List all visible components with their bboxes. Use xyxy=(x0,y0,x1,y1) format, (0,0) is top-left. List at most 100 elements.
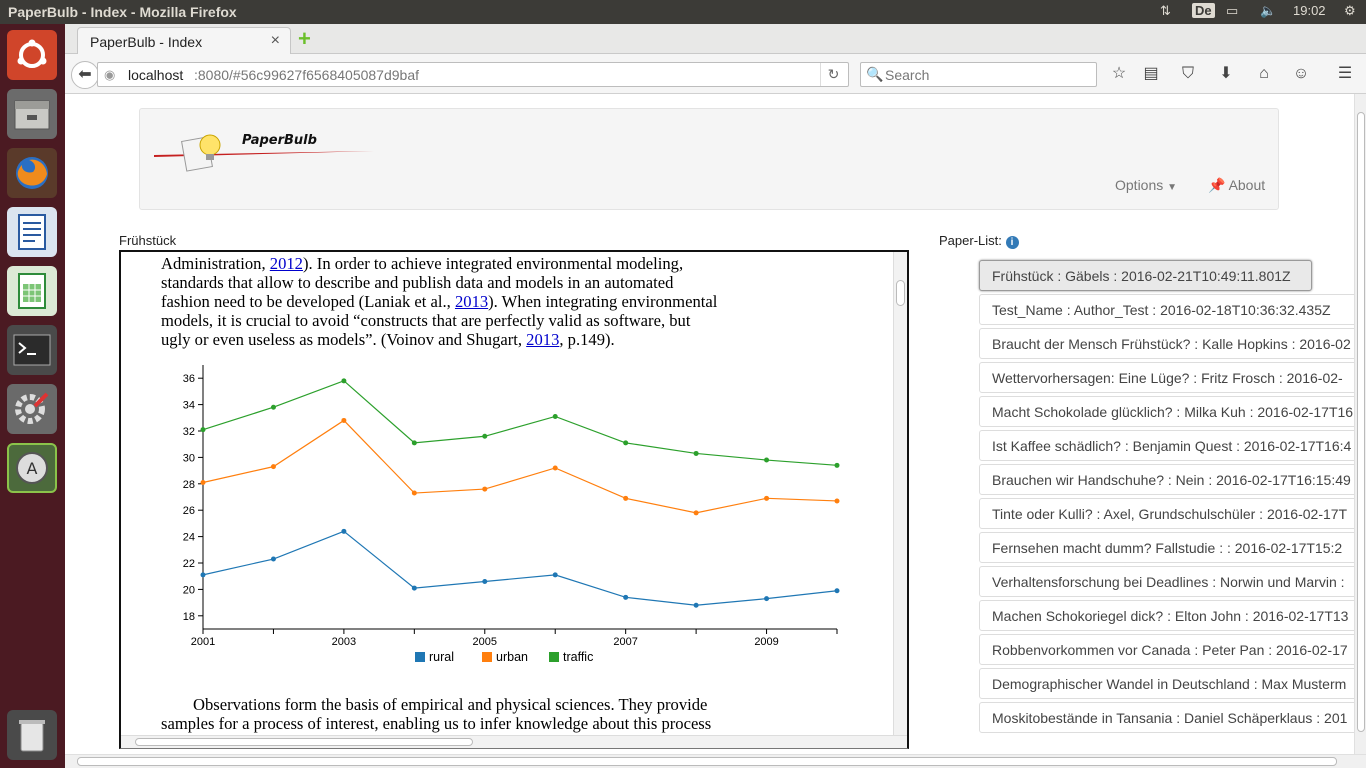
doc-hscroll-thumb[interactable] xyxy=(135,738,473,746)
ubuntu-dash-icon[interactable] xyxy=(7,30,57,80)
page-vertical-scrollbar[interactable] xyxy=(1354,94,1366,754)
paper-title-label: Frühstück xyxy=(119,233,177,248)
data-point-rural xyxy=(341,528,347,534)
tab-title: PaperBulb - Index xyxy=(90,34,203,50)
tab-close-icon[interactable]: × xyxy=(270,32,280,49)
page-horizontal-scrollbar[interactable] xyxy=(65,754,1366,768)
x-tick-label: 2003 xyxy=(332,636,356,648)
page-vscroll-thumb[interactable] xyxy=(1357,112,1365,732)
paper-list-item[interactable]: Verhaltensforschung bei Deadlines : Norw… xyxy=(979,566,1354,597)
tab-bar: PaperBulb - Index × + xyxy=(65,24,1366,55)
writer-icon[interactable] xyxy=(7,207,57,257)
data-point-rural xyxy=(482,578,488,584)
data-point-urban xyxy=(834,498,840,504)
about-link[interactable]: 📌 About xyxy=(1208,177,1265,194)
paperbulb-logo[interactable]: PaperBulb xyxy=(154,125,384,175)
search-placeholder: Search xyxy=(885,67,930,83)
clock[interactable]: 19:02 xyxy=(1293,3,1326,18)
paper-list-item[interactable]: Braucht der Mensch Frühstück? : Kalle Ho… xyxy=(979,328,1354,359)
page-hscroll-thumb[interactable] xyxy=(77,757,1337,766)
paper-list-item[interactable]: Tinte oder Kulli? : Axel, Grundschulschü… xyxy=(979,498,1354,529)
citation-link[interactable]: 2013 xyxy=(454,292,489,311)
reload-icon[interactable]: ↻ xyxy=(820,63,846,86)
legend-label-rural: rural xyxy=(429,650,454,664)
url-path: :8080/#56c99627f6568405087d9baf xyxy=(194,67,419,83)
doc-vscroll-thumb[interactable] xyxy=(896,280,905,306)
hello-chat-icon[interactable]: ☺ xyxy=(1292,65,1310,82)
network-icon[interactable]: ⇅ xyxy=(1160,3,1171,18)
home-icon[interactable]: ⌂ xyxy=(1259,65,1269,82)
data-point-urban xyxy=(764,495,770,501)
paper-list-item[interactable]: Test_Name : Author_Test : 2016-02-18T10:… xyxy=(979,294,1354,325)
data-point-urban xyxy=(270,464,276,470)
calc-icon[interactable] xyxy=(7,266,57,316)
paper-list-item[interactable]: Robbenvorkommen vor Canada : Peter Pan :… xyxy=(979,634,1354,665)
doc-vertical-scrollbar[interactable] xyxy=(893,252,907,737)
data-point-traffic xyxy=(552,413,558,419)
files-icon[interactable] xyxy=(7,89,57,139)
y-tick-label: 34 xyxy=(183,400,195,412)
app-header: PaperBulb Options ▼ 📌 About xyxy=(139,108,1279,210)
pocket-icon[interactable]: ⛉ xyxy=(1181,65,1194,82)
software-updater-icon[interactable]: A xyxy=(7,443,57,493)
y-tick-label: 18 xyxy=(183,611,195,623)
text-run: ). When integrating environmental xyxy=(488,292,718,311)
series-line-rural xyxy=(202,530,838,606)
y-tick-label: 30 xyxy=(183,452,195,464)
battery-icon[interactable]: ▭ xyxy=(1226,3,1239,18)
doc-horizontal-scrollbar[interactable] xyxy=(121,735,907,748)
firefox-icon[interactable] xyxy=(7,148,57,198)
downloads-icon[interactable]: ⬇ xyxy=(1219,65,1233,82)
search-bar[interactable]: 🔍 Search xyxy=(860,62,1097,87)
options-dropdown[interactable]: Options ▼ xyxy=(1115,177,1177,193)
menu-icon[interactable]: ☰ xyxy=(1337,65,1353,82)
line-chart: 18 20 22 24 26 28 30 32 34 36 2001 2003 2005 2007 2009… xyxy=(183,365,840,664)
bookmark-star-icon[interactable]: ☆ xyxy=(1111,65,1127,82)
logo-text: PaperBulb xyxy=(242,133,317,148)
text-run: ugly or even useless as models”. (Voinov… xyxy=(161,330,527,349)
paper-list-item[interactable]: Machen Schokoriegel dick? : Elton John :… xyxy=(979,600,1354,631)
url-bar[interactable]: ◉ localhost :8080/#56c99627f6568405087d9… xyxy=(97,62,849,87)
series-line-urban xyxy=(202,419,838,514)
data-point-traffic xyxy=(834,462,840,468)
text-run: standards that allow to describe and pub… xyxy=(161,273,674,292)
launcher: A xyxy=(0,24,65,768)
legend-label-urban: urban xyxy=(496,650,528,664)
paper-list-item[interactable]: Frühstück : Gäbels : 2016-02-21T10:49:11… xyxy=(979,260,1312,291)
info-icon[interactable]: i xyxy=(1005,236,1019,249)
y-tick-label: 28 xyxy=(183,479,195,491)
tab-paperbulb-index[interactable]: PaperBulb - Index × xyxy=(77,27,291,55)
text-run: , p.149). xyxy=(559,330,615,349)
paper-list-item[interactable]: Brauchen wir Handschuhe? : Nein : 2016-0… xyxy=(979,464,1354,495)
paper-list-item[interactable]: Wettervorhersagen: Eine Lüge? : Fritz Fr… xyxy=(979,362,1354,393)
text-run: models, it is crucial to avoid “construc… xyxy=(161,311,691,330)
system-menu-icon[interactable]: ⚙ xyxy=(1344,3,1356,18)
legend-swatch-rural xyxy=(415,652,425,662)
terminal-icon[interactable] xyxy=(7,325,57,375)
para1-line: fashion need to be developed (Laniak et … xyxy=(161,292,841,311)
trash-icon[interactable] xyxy=(7,710,57,760)
site-info-icon[interactable]: ◉ xyxy=(104,67,116,82)
reading-list-icon[interactable]: ▤ xyxy=(1143,65,1159,82)
paper-viewer[interactable]: Administration, 2012). In order to achie… xyxy=(119,250,909,749)
citation-link[interactable]: 2013 xyxy=(526,330,560,349)
new-tab-icon[interactable]: + xyxy=(298,26,311,51)
paper-list-item[interactable]: Demographischer Wandel in Deutschland : … xyxy=(979,668,1354,699)
paper-list-item[interactable]: Macht Schokolade glücklich? : Milka Kuh … xyxy=(979,396,1354,427)
volume-icon[interactable]: 🔈 xyxy=(1260,3,1277,18)
citation-link[interactable]: 2012 xyxy=(269,254,303,273)
keyboard-layout-indicator[interactable]: De xyxy=(1192,3,1215,18)
para1-line: ugly or even useless as models”. (Voinov… xyxy=(161,330,841,349)
paper-list-item[interactable]: Fernsehen macht dumm? Fallstudie : : 201… xyxy=(979,532,1354,563)
paper-list-item[interactable]: Ist Kaffee schädlich? : Benjamin Quest :… xyxy=(979,430,1354,461)
paper-list-label: Paper-List: i xyxy=(939,233,1019,249)
paper-list-item[interactable]: Moskitobestände in Tansania : Daniel Sch… xyxy=(979,702,1354,733)
x-tick-label: 2007 xyxy=(613,636,637,648)
data-point-traffic xyxy=(482,433,488,439)
window-titlebar: PaperBulb - Index - Mozilla Firefox ⇅ De… xyxy=(0,0,1366,24)
y-tick-label: 36 xyxy=(183,373,195,385)
back-button[interactable]: ⬅ xyxy=(71,61,99,89)
system-settings-icon[interactable] xyxy=(7,384,57,434)
para1-line: models, it is crucial to avoid “construc… xyxy=(161,311,841,330)
legend-label-traffic: traffic xyxy=(563,650,593,664)
